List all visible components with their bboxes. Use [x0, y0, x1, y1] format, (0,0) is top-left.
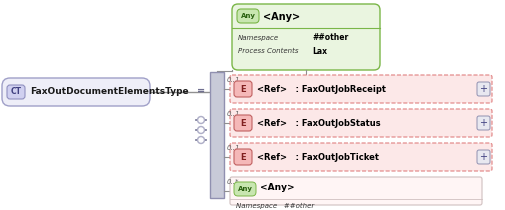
- FancyBboxPatch shape: [230, 177, 482, 205]
- FancyBboxPatch shape: [234, 149, 252, 165]
- FancyBboxPatch shape: [477, 82, 490, 96]
- FancyBboxPatch shape: [237, 9, 259, 23]
- FancyBboxPatch shape: [232, 4, 380, 70]
- Text: CT: CT: [11, 88, 22, 97]
- Text: =: =: [197, 86, 205, 96]
- Text: E: E: [240, 118, 246, 127]
- FancyBboxPatch shape: [230, 109, 492, 137]
- Text: 0..1: 0..1: [227, 111, 240, 117]
- Text: Namespace   ##other: Namespace ##other: [236, 203, 314, 209]
- Text: E: E: [240, 152, 246, 161]
- Text: FaxOutDocumentElementsType: FaxOutDocumentElementsType: [30, 88, 189, 97]
- Text: +: +: [480, 84, 487, 94]
- Text: Any: Any: [240, 13, 256, 19]
- Text: <Ref>   : FaxOutJobReceipt: <Ref> : FaxOutJobReceipt: [257, 84, 386, 93]
- Text: Process Contents: Process Contents: [238, 48, 298, 54]
- Circle shape: [199, 128, 203, 132]
- Text: +: +: [480, 118, 487, 128]
- Text: +: +: [480, 152, 487, 162]
- FancyBboxPatch shape: [477, 150, 490, 164]
- FancyBboxPatch shape: [234, 115, 252, 131]
- Text: Any: Any: [237, 186, 252, 192]
- Text: <Any>: <Any>: [263, 12, 300, 22]
- Text: Lax: Lax: [312, 46, 327, 55]
- FancyBboxPatch shape: [234, 182, 256, 196]
- Text: ##other: ##other: [312, 34, 348, 42]
- FancyBboxPatch shape: [7, 85, 25, 99]
- Circle shape: [199, 118, 203, 122]
- Text: 0..1: 0..1: [227, 145, 240, 151]
- FancyBboxPatch shape: [2, 78, 150, 106]
- FancyBboxPatch shape: [477, 116, 490, 130]
- Text: <Ref>   : FaxOutJobTicket: <Ref> : FaxOutJobTicket: [257, 152, 379, 161]
- Bar: [210, 72, 224, 198]
- Circle shape: [197, 117, 205, 123]
- Text: <Ref>   : FaxOutJobStatus: <Ref> : FaxOutJobStatus: [257, 118, 381, 127]
- FancyBboxPatch shape: [234, 81, 252, 97]
- Text: E: E: [240, 84, 246, 93]
- Text: Namespace: Namespace: [238, 35, 279, 41]
- Text: <Any>: <Any>: [260, 182, 294, 192]
- Circle shape: [197, 136, 205, 143]
- FancyBboxPatch shape: [230, 143, 492, 171]
- Text: 0..*: 0..*: [227, 179, 239, 185]
- Circle shape: [197, 126, 205, 134]
- FancyBboxPatch shape: [230, 75, 492, 103]
- Text: 0..1: 0..1: [227, 77, 240, 83]
- Circle shape: [199, 138, 203, 142]
